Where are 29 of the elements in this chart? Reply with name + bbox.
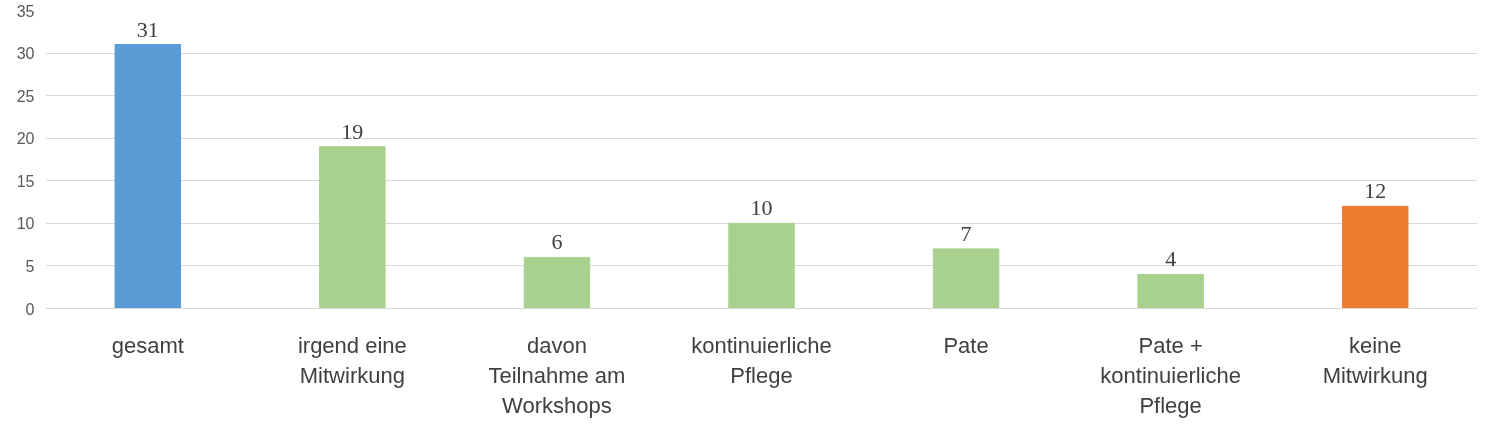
x-tick-label: Pate + kontinuierliche Pflege [1100,332,1241,418]
y-tick-label: 25 [16,87,35,105]
y-tick-label: 20 [16,130,35,148]
bar [728,222,795,309]
y-tick-label: 0 [25,300,35,318]
y-tick-label: 5 [25,257,35,275]
data-label: 12 [1364,178,1387,204]
bar [1341,205,1409,309]
y-tick-label: 30 [16,45,35,63]
bar [1137,273,1204,309]
data-label: 4 [1165,246,1177,272]
bar [319,146,386,309]
bar [932,248,1000,309]
x-tick-label: davon Teilnahme am Workshops [488,332,626,418]
data-label: 31 [136,16,159,42]
x-tick-label: kontinuierliche Pflege [691,332,832,388]
x-tick-label: Pate [943,332,989,358]
x-tick-label: gesamt [111,332,184,358]
data-label: 6 [551,229,563,255]
data-label: 19 [341,118,364,144]
y-tick-label: 10 [16,215,35,233]
bar [114,44,182,309]
data-label: 10 [750,195,773,221]
x-tick-label: irgend eine Mitwirkung [297,332,407,388]
y-tick-label: 35 [16,2,35,20]
data-label: 7 [960,220,972,246]
y-tick-label: 15 [16,172,35,190]
bar [523,256,591,309]
x-tick-label: keine Mitwirkung [1322,332,1428,388]
